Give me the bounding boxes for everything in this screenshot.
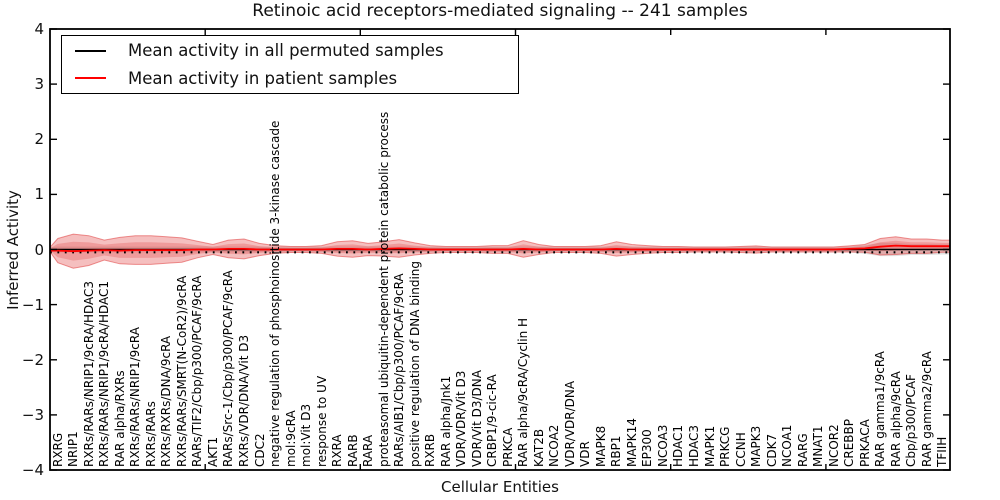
x-tick-label: NRIP1 — [66, 431, 81, 467]
permuted-line-swatch — [75, 49, 106, 52]
x-tick-label: VDR — [578, 441, 593, 467]
x-tick-label: RXRG — [50, 432, 65, 467]
legend-box: Mean activity in all permuted samples Me… — [61, 35, 519, 94]
x-tick-label: RXRs/RARs/NRIP1/9cRA/HDAC3 — [81, 280, 96, 467]
x-tick-label: NCOA1 — [780, 424, 795, 467]
x-tick-label: RXRs/RXRs/DNA/9cRA — [159, 335, 174, 467]
x-tick-label: MAPK3 — [749, 425, 763, 467]
legend-label-patient: Mean activity in patient samples — [128, 68, 398, 88]
x-tick-label: RXRA — [330, 434, 345, 467]
x-tick-label: RXRs/RARs/NRIP1/9cRA — [128, 327, 143, 467]
x-tick-label: MNAT1 — [811, 425, 826, 467]
x-tick-label: negative regulation of phosphoinositide … — [268, 120, 282, 467]
x-tick-label: RXRB — [423, 433, 438, 467]
y-tick-label: 4 — [34, 20, 44, 38]
x-tick-label: NCOA2 — [547, 424, 562, 467]
x-tick-label: RAR gamma2/9cRA — [919, 351, 934, 467]
x-tick-label: RARA — [361, 434, 376, 467]
x-tick-label: TFIIH — [935, 436, 950, 467]
x-tick-label: MAPK1 — [702, 425, 717, 467]
patient-mean-line — [50, 244, 950, 253]
x-tick-label: RARs/AIB1/Cbp/p300/PCAF/9cRA — [392, 273, 407, 467]
y-tick-label: −4 — [21, 461, 44, 479]
x-tick-label: NCOA3 — [655, 424, 670, 467]
x-tick-label: KAT2B — [531, 428, 546, 467]
x-tick-label: PRKACA — [857, 419, 872, 467]
x-tick-label: RXRs/RARs — [143, 401, 158, 467]
x-tick-label: HDAC1 — [671, 424, 686, 467]
x-tick-label: RBP1 — [609, 435, 624, 467]
x-tick-label: CCNH — [733, 432, 748, 467]
x-tick-label: mol:Vit D3 — [299, 403, 313, 467]
x-tick-label: RAR gamma1/9cRA — [873, 351, 888, 467]
x-tick-label: positive regulation of DNA binding — [407, 261, 422, 467]
y-tick-label: 2 — [34, 130, 44, 149]
patient-line-swatch — [75, 77, 106, 80]
x-tick-label: RARs/TIF2/Cbp/p300/PCAF/9cRA — [190, 275, 205, 467]
y-tick-label: 1 — [34, 185, 44, 204]
x-tick-label: CREBBP — [842, 419, 857, 467]
y-tick-label: −2 — [21, 350, 44, 369]
y-tick-label: −3 — [21, 405, 44, 424]
y-tick-label: −1 — [21, 295, 44, 314]
x-tick-label: RAR alpha/9cRA — [888, 371, 903, 467]
x-tick-label: AKT1 — [205, 436, 220, 467]
patient-band-inner — [50, 240, 950, 261]
x-tick-label: response to UV — [314, 375, 329, 467]
y-tick-label: 3 — [34, 75, 44, 94]
x-tick-label: MAPK14 — [624, 418, 639, 467]
x-tick-label: PRKCG — [718, 426, 732, 467]
x-tick-label: RARB — [345, 434, 360, 467]
x-tick-label: VDR/VDR/Vit D3 — [454, 370, 469, 467]
x-tick-label: RARG — [795, 433, 810, 467]
x-tick-label: CDK7 — [764, 433, 779, 467]
x-tick-label: CRBP1/9-cic-RA — [485, 374, 500, 467]
x-tick-label: Cbp/p300/PCAF — [904, 374, 919, 467]
x-tick-label: RXRs/RARs/NRIP1/9cRA/HDAC1 — [97, 280, 112, 467]
chart-title: Retinoic acid receptors-mediated signali… — [252, 1, 748, 21]
x-tick-label: RXRs/VDR/DNA/Vit D3 — [237, 334, 251, 467]
x-tick-label: RAR alpha/Jnk1 — [438, 375, 453, 467]
legend-label-permuted: Mean activity in all permuted samples — [128, 41, 444, 61]
x-tick-label: EP300 — [640, 429, 655, 467]
x-tick-label: RAR alpha/RXRs — [112, 370, 127, 467]
x-tick-label: PRKCA — [500, 427, 515, 467]
x-tick-label: RAR alpha/9cRA/Cyclin H — [516, 317, 531, 467]
x-tick-label: VDR/VDR/DNA — [562, 380, 577, 467]
legend-item-patient: Mean activity in patient samples — [62, 65, 518, 91]
x-tick-label: RXRs/RARs/SMRT(N-CoR2)/9cRA — [174, 275, 189, 467]
x-tick-label: mol:9cRA — [283, 410, 298, 467]
x-tick-label: RARs/Src-1/Cbp/p300/PCAF/9cRA — [221, 270, 236, 467]
y-tick-label: 0 — [34, 240, 44, 259]
x-tick-label: HDAC3 — [687, 424, 701, 467]
x-tick-label: CDC2 — [252, 433, 267, 467]
x-tick-label: proteasomal ubiquitin-dependent protein … — [376, 111, 391, 467]
x-tick-label: MAPK8 — [593, 425, 608, 467]
x-tick-label: VDR/Vit D3/DNA — [469, 370, 484, 467]
x-tick-label: NCOR2 — [826, 424, 841, 467]
legend-item-permuted: Mean activity in all permuted samples — [62, 38, 518, 64]
x-axis-label: Cellular Entities — [441, 478, 559, 496]
